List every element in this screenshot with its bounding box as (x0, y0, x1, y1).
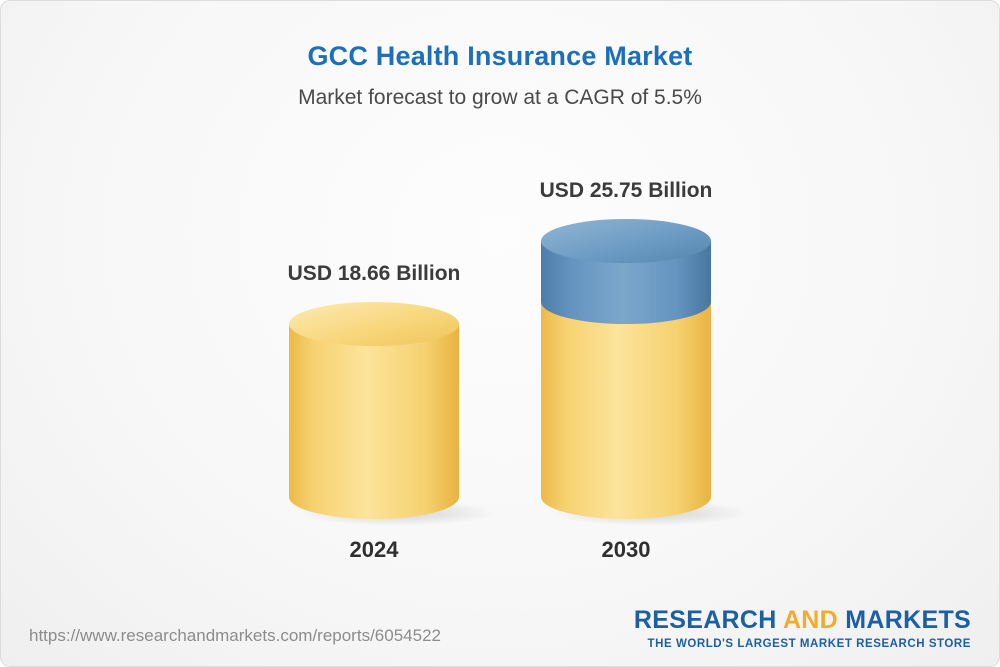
logo-word-and: AND (782, 606, 839, 634)
company-logo[interactable]: RESEARCH AND MARKETS THE WORLD'S LARGEST… (634, 606, 971, 650)
bar-2030-category-label: 2030 (601, 537, 651, 562)
bar-group-2030: USD 25.75 Billion 2030 (511, 179, 757, 563)
logo-tagline: THE WORLD'S LARGEST MARKET RESEARCH STOR… (647, 638, 971, 650)
bar-2024-category-label: 2024 (349, 537, 399, 562)
bar-2030-value-label: USD 25.75 Billion (539, 179, 713, 202)
report-url[interactable]: https://www.researchandmarkets.com/repor… (29, 626, 441, 645)
bar-2030-base-body (541, 302, 711, 519)
bar-2030-growth-segment (541, 219, 711, 324)
bar-2030-cylinder (541, 219, 757, 527)
bar-2024-value-label: USD 18.66 Billion (287, 262, 461, 285)
bar-2030-base-segment (541, 302, 711, 519)
bar-2024-cylinder (289, 302, 505, 527)
logo-word-research: RESEARCH (633, 606, 777, 634)
bar-2030-top-ellipse (541, 219, 711, 263)
logo-wordmark: RESEARCH AND MARKETS (634, 606, 971, 635)
bar-2024-body (289, 324, 459, 519)
bar-2024-top-ellipse (289, 302, 459, 346)
chart-header: GCC Health Insurance Market Market forec… (1, 1, 999, 110)
logo-word-markets: MARKETS (845, 606, 971, 634)
footer: https://www.researchandmarkets.com/repor… (29, 606, 971, 650)
chart-area: USD 18.66 Billion 2024 USD 25.75 Billion (1, 179, 999, 563)
chart-subtitle: Market forecast to grow at a CAGR of 5.5… (298, 86, 702, 109)
bar-group-2024: USD 18.66 Billion 2024 (259, 262, 505, 563)
chart-title: GCC Health Insurance Market (307, 41, 693, 71)
